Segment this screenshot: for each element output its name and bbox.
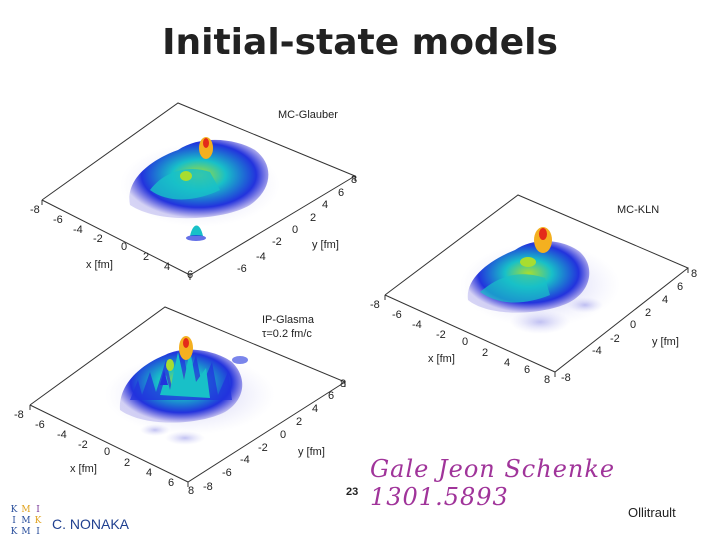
y-tick: 0 [630, 319, 636, 331]
y-tick: 6 [677, 281, 683, 293]
x-tick: 4 [504, 357, 510, 369]
y-ticks: -8 -6 -4 -2 0 2 4 6 8 [203, 378, 346, 493]
x-tick: 8 [188, 485, 194, 497]
panel-label: IP-Glasma τ=0.2 fm/c [262, 314, 315, 340]
x-tick: 4 [146, 467, 152, 479]
x-tick: -8 [370, 299, 380, 311]
logo-letter: K [10, 505, 18, 515]
panel-label: MC-Glauber [278, 109, 338, 121]
y-axis-label: y [fm] [298, 446, 325, 458]
y-tick: -4 [240, 454, 250, 466]
y-tick: 2 [296, 416, 302, 428]
logo-letter: K [34, 516, 42, 526]
x-tick: -8 [14, 409, 24, 421]
logo-letter: I [12, 516, 16, 526]
surface [105, 336, 275, 445]
y-tick: 8 [351, 174, 357, 186]
x-tick: 4 [164, 261, 170, 273]
y-tick: 0 [280, 429, 286, 441]
page-number: 23 [346, 486, 359, 498]
x-tick: 0 [104, 446, 110, 458]
x-ticks: -8 -6 -4 -2 0 2 4 6 8 [370, 299, 550, 386]
y-tick: 6 [328, 390, 334, 402]
logo-letter: I [36, 527, 40, 537]
x-tick: -4 [57, 429, 67, 441]
x-tick: -2 [78, 439, 88, 451]
author-name: C. NONAKA [52, 516, 130, 532]
panel-mc-kln: MC-KLN -8 -6 -4 -2 0 2 4 6 8 x [fm] -8 -… [370, 194, 697, 386]
x-tick: -8 [30, 204, 40, 216]
x-tick: 0 [462, 336, 468, 348]
y-tick: 8 [691, 268, 697, 280]
x-ticks: -8 -6 -4 -2 0 2 4 6 [30, 204, 193, 281]
panel-label-line: MC-KLN [617, 204, 659, 216]
panel-mc-glauber: MC-Glauber -8 -6 -4 -2 0 2 4 6 x [fm] -6… [30, 102, 357, 281]
x-tick: 6 [524, 364, 530, 376]
y-tick: -4 [592, 345, 602, 357]
y-ticks: -6 -4 -2 0 2 4 6 8 [237, 174, 357, 275]
y-tick: -6 [222, 467, 232, 479]
panel-label-line: MC-Glauber [278, 109, 338, 121]
y-axis-label: y [fm] [312, 239, 339, 251]
logo-letter: I [36, 505, 40, 515]
x-axis-label: x [fm] [70, 463, 97, 475]
logo-letter: M [21, 505, 31, 515]
x-ticks: -8 -6 -4 -2 0 2 4 6 8 [14, 409, 194, 497]
logo-letter: M [21, 516, 31, 526]
y-tick: -6 [237, 263, 247, 275]
y-tick: 4 [312, 403, 318, 415]
y-tick: 2 [310, 212, 316, 224]
y-tick: 6 [338, 187, 344, 199]
y-tick: -2 [258, 442, 268, 454]
x-tick: -2 [93, 233, 103, 245]
y-axis-label: y [fm] [652, 336, 679, 348]
y-tick: -2 [610, 333, 620, 345]
x-tick: 2 [124, 457, 130, 469]
x-tick: -2 [436, 329, 446, 341]
slide-title: Initial-state models [162, 22, 558, 63]
logo-letter: K [10, 527, 18, 537]
panel-label-line: IP-Glasma [262, 314, 315, 326]
surface [460, 227, 620, 334]
x-tick: 2 [482, 347, 488, 359]
x-axis-label: x [fm] [428, 353, 455, 365]
panel-label: MC-KLN [617, 204, 659, 216]
x-axis-label: x [fm] [86, 259, 113, 271]
y-tick: -4 [256, 251, 266, 263]
panel-label-line: τ=0.2 fm/c [262, 328, 312, 340]
x-tick: -4 [412, 319, 422, 331]
panel-ip-glasma: IP-Glasma τ=0.2 fm/c -8 -6 -4 -2 0 2 4 6… [14, 306, 346, 497]
y-tick: -2 [272, 236, 282, 248]
y-tick: 4 [662, 294, 668, 306]
credit-text: Ollitrault [628, 505, 676, 520]
x-tick: 2 [143, 251, 149, 263]
x-tick: 8 [544, 374, 550, 386]
x-tick: -6 [392, 309, 402, 321]
y-tick: -8 [203, 481, 213, 493]
surface [120, 137, 280, 241]
logo-letter: M [21, 527, 31, 537]
x-tick: 6 [187, 269, 193, 281]
y-tick: -8 [561, 372, 571, 384]
x-tick: 6 [168, 477, 174, 489]
y-tick: 4 [322, 199, 328, 211]
reference-citation: Gale Jeon Schenke 1301.5893 [370, 455, 616, 511]
x-tick: 0 [121, 241, 127, 253]
x-tick: -6 [53, 214, 63, 226]
y-ticks: -8 -4 -2 0 2 4 6 8 [561, 268, 697, 384]
y-tick: 0 [292, 224, 298, 236]
y-tick: 2 [645, 307, 651, 319]
institution-logo: K M I I M K K M I [8, 505, 44, 538]
y-tick: 8 [340, 378, 346, 390]
x-tick: -4 [73, 224, 83, 236]
x-tick: -6 [35, 419, 45, 431]
